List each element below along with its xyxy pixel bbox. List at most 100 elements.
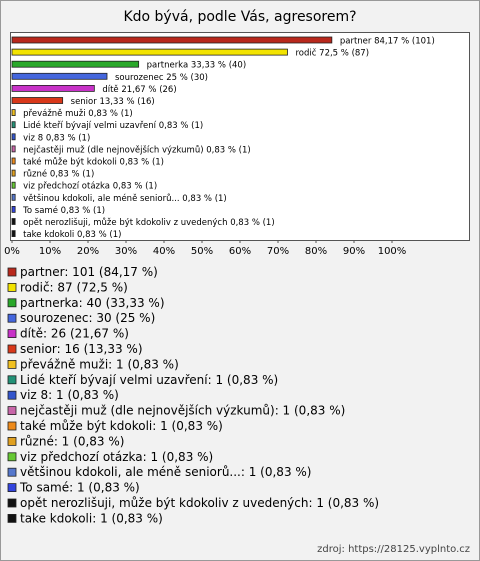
legend-label: různé: 1 (0,83 %) <box>20 434 124 448</box>
bar-label: většinou kdokoli, ale méně seniorů... 0,… <box>23 192 227 203</box>
bar-label: Lidé kteří bývají velmi uzavření 0,83 % … <box>23 120 203 131</box>
bar <box>11 109 16 116</box>
legend-label: nejčastěji muž (dle nejnovějších výzkumů… <box>20 404 345 418</box>
bar-label: partner 84,17 % (101) <box>340 36 435 46</box>
x-tick-label: 70% <box>267 246 289 257</box>
legend-swatch <box>7 498 17 508</box>
legend-label: rodič: 87 (72,5 %) <box>20 280 128 294</box>
legend-swatch <box>7 421 17 431</box>
bar-label: take kdokoli 0,83 % (1) <box>23 230 121 240</box>
bar-label: senior 13,33 % (16) <box>71 97 155 107</box>
bar-label: různé 0,83 % (1) <box>23 168 94 179</box>
bar-value-label: 0,83 % (1) <box>46 133 90 143</box>
bar-category: také může být kdokoli <box>23 156 117 167</box>
bar-category: viz předchozí otázka <box>23 181 110 191</box>
bar <box>11 133 16 141</box>
legend-swatch <box>7 467 17 477</box>
bar-value-label: 25 % (30) <box>166 72 208 82</box>
chart-title: Kdo bývá, podle Vás, agresorem? <box>123 9 356 25</box>
bar-value-label: 13,33 % (16) <box>99 97 154 107</box>
bar <box>11 85 95 92</box>
bar <box>11 205 16 213</box>
bar <box>11 60 140 68</box>
source: zdroj: https://28125.vyplnto.cz <box>317 544 470 555</box>
bar <box>11 121 16 129</box>
legend-label: opět nerozlišuji, může být kdokoliv z uv… <box>20 496 379 510</box>
bar <box>11 97 64 104</box>
legend-label: To samé: 1 (0,83 %) <box>19 481 140 495</box>
x-tick-label: 80% <box>305 246 327 257</box>
legend-label: také může být kdokoli: 1 (0,83 %) <box>20 419 223 433</box>
bar-value-label: 72,5 % (87) <box>319 48 369 58</box>
bar-label: To samé 0,83 % (1) <box>22 204 105 215</box>
bar <box>11 36 333 44</box>
legend-swatch <box>7 359 17 369</box>
legend-swatch <box>7 406 17 416</box>
bar <box>11 218 16 225</box>
legend-label: take kdokoli: 1 (0,83 %) <box>20 511 163 525</box>
legend-label: partnerka: 40 (33,33 %) <box>20 296 165 310</box>
x-tick-label: 10% <box>39 246 61 257</box>
bar-category: převážně muži <box>23 109 85 119</box>
x-tick-label: 40% <box>153 246 175 257</box>
legend-label: viz 8: 1 (0,83 %) <box>20 388 119 402</box>
bar <box>11 230 16 238</box>
bar <box>11 145 16 153</box>
x-tick-label: 20% <box>77 246 99 257</box>
bar-label: viz předchozí otázka 0,83 % (1) <box>23 181 157 191</box>
bar <box>11 72 108 80</box>
legend-label: partner: 101 (84,17 %) <box>20 265 158 279</box>
legend-swatch <box>7 514 17 523</box>
legend-swatch <box>7 390 17 400</box>
bar-label: dítě 21,67 % (26) <box>102 84 176 94</box>
bar-value-label: 0,83 % (1) <box>88 109 132 119</box>
legend-swatch <box>7 483 17 493</box>
legend-label: dítě: 26 (21,67 %) <box>20 327 129 341</box>
legend-label: většinou kdokoli, ale méně seniorů...: 1… <box>20 465 311 479</box>
bar-category: nejčastěji muž (dle nejnovějších výzkumů… <box>23 144 203 155</box>
legend-label: převážně muži: 1 (0,83 %) <box>20 357 179 371</box>
bar-category: partner <box>340 36 372 46</box>
bar-value-label: 0,83 % (1) <box>159 121 203 131</box>
bar-label: sourozenec 25 % (30) <box>115 72 208 82</box>
x-tick-label: 60% <box>229 246 251 257</box>
bar-value-label: 84,17 % (101) <box>374 36 435 46</box>
bar-category: dítě <box>102 84 118 94</box>
bar <box>11 181 16 189</box>
bar-category: Lidé kteří bývají velmi uzavření <box>23 120 157 131</box>
legend-swatch <box>7 267 17 277</box>
x-tick-label: 100% <box>378 246 407 257</box>
legend-label: Lidé kteří bývají velmi uzavření: 1 (0,8… <box>20 373 278 387</box>
bar-value-label: 0,83 % (1) <box>230 218 274 228</box>
legend-swatch <box>7 282 17 292</box>
legend-swatch <box>7 313 17 323</box>
legend-swatch <box>7 329 17 339</box>
bar-category: rodič <box>296 47 317 58</box>
legend-swatch <box>7 375 17 385</box>
legend-swatch <box>7 436 17 446</box>
bar <box>11 169 16 177</box>
bar-value-label: 0,83 % (1) <box>206 145 250 155</box>
bar-value-label: 0,83 % (1) <box>120 157 164 167</box>
legend-label: viz předchozí otázka: 1 (0,83 %) <box>20 450 213 464</box>
bar <box>11 193 16 201</box>
bar <box>11 157 16 165</box>
bar-value-label: 0,83 % (1) <box>182 193 226 203</box>
x-tick-label: 50% <box>191 246 213 257</box>
bar-label: viz 8 0,83 % (1) <box>23 133 90 143</box>
bar-category: opět nerozlišuji, může být kdokoliv z uv… <box>23 217 227 228</box>
bar-category: To samé <box>22 204 58 215</box>
bar-value-label: 0,83 % (1) <box>50 169 94 179</box>
bar-label: rodič 72,5 % (87) <box>296 47 370 58</box>
bar-category: sourozenec <box>115 72 164 82</box>
bar-value-label: 33,33 % (40) <box>191 60 246 70</box>
bar-category: viz 8 <box>23 133 43 143</box>
legend-swatch <box>7 344 17 354</box>
bar-category: různé <box>23 168 47 179</box>
bar-label: opět nerozlišuji, může být kdokoliv z uv… <box>23 217 275 228</box>
legend-swatch <box>7 298 17 308</box>
legend-label: senior: 16 (13,33 %) <box>20 342 143 356</box>
bar-label: partnerka 33,33 % (40) <box>147 60 247 70</box>
bar-category: partnerka <box>147 60 189 70</box>
